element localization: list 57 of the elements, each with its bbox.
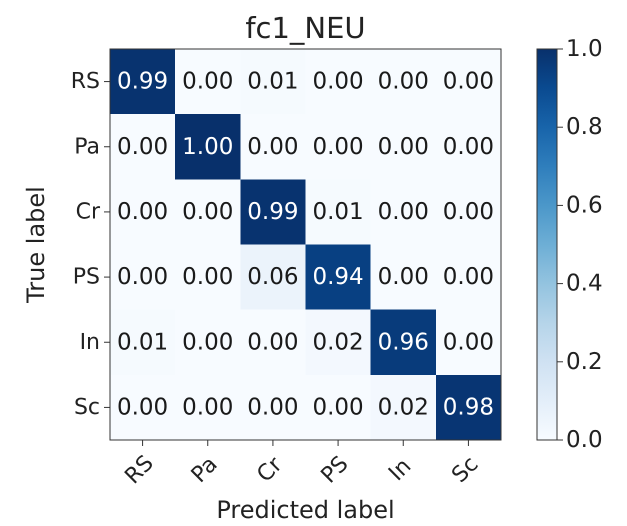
y-tick-label: RS	[70, 69, 100, 94]
data-label: 0.00	[442, 329, 494, 356]
color-bar-label: 0.2	[566, 348, 603, 375]
data-label: 0.00	[312, 394, 364, 420]
data-label: 0.00	[182, 264, 234, 290]
data-label: 0.01	[312, 198, 364, 225]
y-tick-label: Pa	[74, 134, 100, 160]
data-label: 0.94	[312, 264, 364, 290]
data-label: 0.99	[116, 68, 168, 95]
data-label: 0.00	[378, 264, 429, 290]
data-label: 0.00	[442, 68, 494, 95]
data-label: 0.00	[442, 198, 494, 225]
data-label: 0.00	[247, 134, 299, 160]
data-label: 0.02	[378, 394, 429, 420]
x-tick-label: Pa	[186, 452, 223, 488]
y-tick-label: PS	[72, 264, 100, 290]
y-tick-label: In	[80, 330, 100, 355]
data-label: 0.00	[116, 264, 168, 290]
data-label: 0.98	[442, 394, 494, 420]
color-bar-label: 0.8	[566, 114, 603, 140]
data-label: 0.96	[378, 329, 429, 356]
x-tick-label: Cr	[252, 452, 288, 488]
data-label: 1.00	[182, 134, 234, 160]
y-tick-label: Sc	[74, 394, 100, 420]
data-label: 0.00	[247, 394, 299, 420]
y-tick-label: Cr	[76, 199, 101, 224]
data-label: 0.00	[312, 134, 364, 160]
data-label: 0.00	[116, 134, 168, 160]
data-label: 0.00	[116, 198, 168, 225]
data-label: 0.01	[116, 329, 168, 356]
data-label: 0.99	[247, 198, 299, 225]
data-label: 0.00	[312, 68, 364, 95]
data-label: 0.00	[378, 198, 429, 225]
color-bar-label: 0.4	[566, 270, 603, 297]
data-label: 0.00	[442, 264, 494, 290]
data-label: 0.02	[312, 329, 364, 356]
data-label: 0.00	[378, 68, 429, 95]
data-label: 0.00	[182, 198, 234, 225]
data-label: 0.00	[247, 329, 299, 356]
x-tick-label: PS	[316, 452, 354, 488]
y-axis-title: True label	[22, 186, 50, 304]
chart-title: fc1_NEU	[245, 11, 366, 45]
color-bar-label: 0.0	[566, 427, 603, 453]
data-label: 0.00	[182, 329, 234, 356]
data-label: 0.00	[116, 394, 168, 420]
data-label: 0.06	[247, 264, 299, 290]
data-label: 0.00	[182, 68, 234, 95]
color-bar-label: 0.6	[566, 192, 603, 218]
x-axis-title: Predicted label	[216, 496, 395, 524]
data-label: 0.00	[182, 394, 234, 420]
data-label: 0.00	[442, 134, 494, 160]
x-tick-label: Sc	[447, 452, 484, 488]
data-label: 0.01	[247, 68, 299, 95]
x-tick-label: RS	[120, 450, 159, 490]
data-label: 0.00	[378, 134, 429, 160]
color-bar-label: 1.0	[566, 36, 603, 62]
x-tick-label: In	[384, 454, 416, 486]
